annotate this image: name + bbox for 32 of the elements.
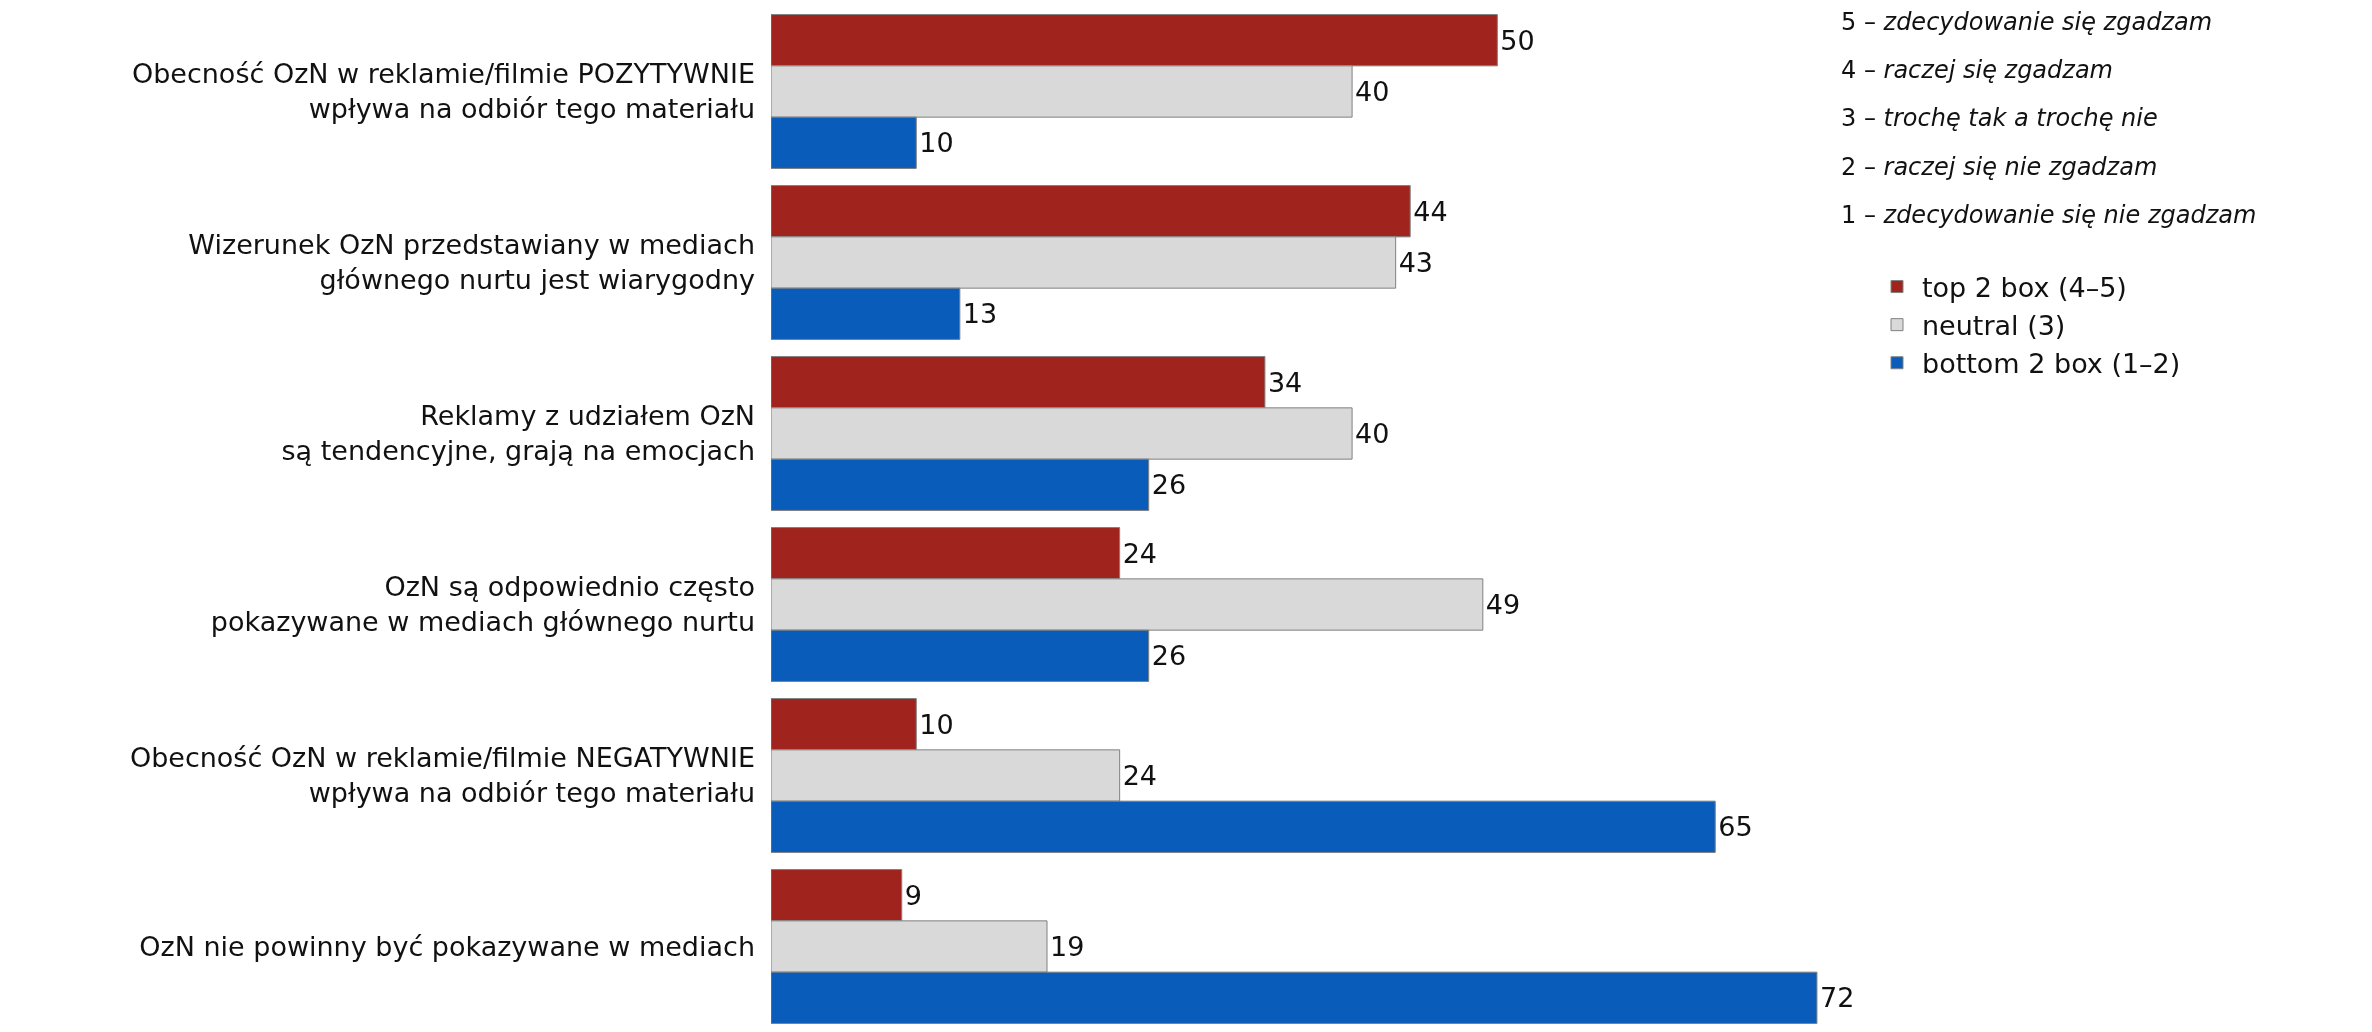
y-tick-label: Obecność OzN w reklamie/filmie POZYTYWNIE wpływa na odbiór tego materiału bbox=[131, 58, 755, 125]
data-label: 19 bbox=[1050, 931, 1085, 962]
data-label: 50 bbox=[1500, 24, 1535, 56]
text: 3 – trochę tak a trochę nie bbox=[1841, 104, 2158, 132]
data-label: 10 bbox=[919, 708, 954, 740]
legend-label: top 2 box (4–5) bbox=[1922, 272, 2127, 304]
y-tick-label: Wizerunek OzN przedstawiany w mediach głównego nurtu jest wiarygodny bbox=[188, 229, 756, 296]
data-label: 9 bbox=[904, 879, 922, 911]
legend-label: bottom 2 box (1–2) bbox=[1922, 348, 2181, 380]
y-tick-label: OzN nie powinny być pokazywane w mediach bbox=[139, 930, 755, 962]
text: 5 – zdecydowanie się zgadzam bbox=[1841, 8, 2213, 36]
data-label: 26 bbox=[1151, 640, 1187, 672]
data-label: 72 bbox=[1819, 982, 1855, 1014]
legend-label: neutral (3) bbox=[1922, 310, 2066, 342]
data-label: 24 bbox=[1122, 537, 1158, 569]
text: 2 – raczej się nie zgadzam bbox=[1841, 153, 2158, 181]
data-label: 43 bbox=[1398, 247, 1434, 278]
y-tick-label: Obecność OzN w reklamie/filmie NEGATYWNIE wpływa na odbiór tego materiału bbox=[129, 742, 755, 809]
data-label: 24 bbox=[1122, 760, 1158, 791]
data-label: 40 bbox=[1355, 76, 1390, 107]
y-tick-label: Reklamy z udziałem OzN są tendencyjne, grają na emocjach bbox=[281, 400, 755, 467]
data-label: 34 bbox=[1267, 366, 1303, 398]
data-label: 10 bbox=[919, 127, 954, 159]
y-tick-label: OzN są odpowiednio często pokazywane w mediach głównego nurtu bbox=[210, 571, 755, 638]
data-label: 40 bbox=[1355, 418, 1390, 449]
data-label: 65 bbox=[1718, 811, 1753, 843]
data-label: 49 bbox=[1485, 589, 1521, 620]
data-label: 44 bbox=[1413, 195, 1448, 227]
data-label: 13 bbox=[962, 298, 998, 330]
data-label: 26 bbox=[1151, 469, 1187, 501]
text: 1 – zdecydowanie się nie zgadzam bbox=[1841, 201, 2257, 229]
text: 4 – raczej się zgadzam bbox=[1841, 56, 2113, 84]
